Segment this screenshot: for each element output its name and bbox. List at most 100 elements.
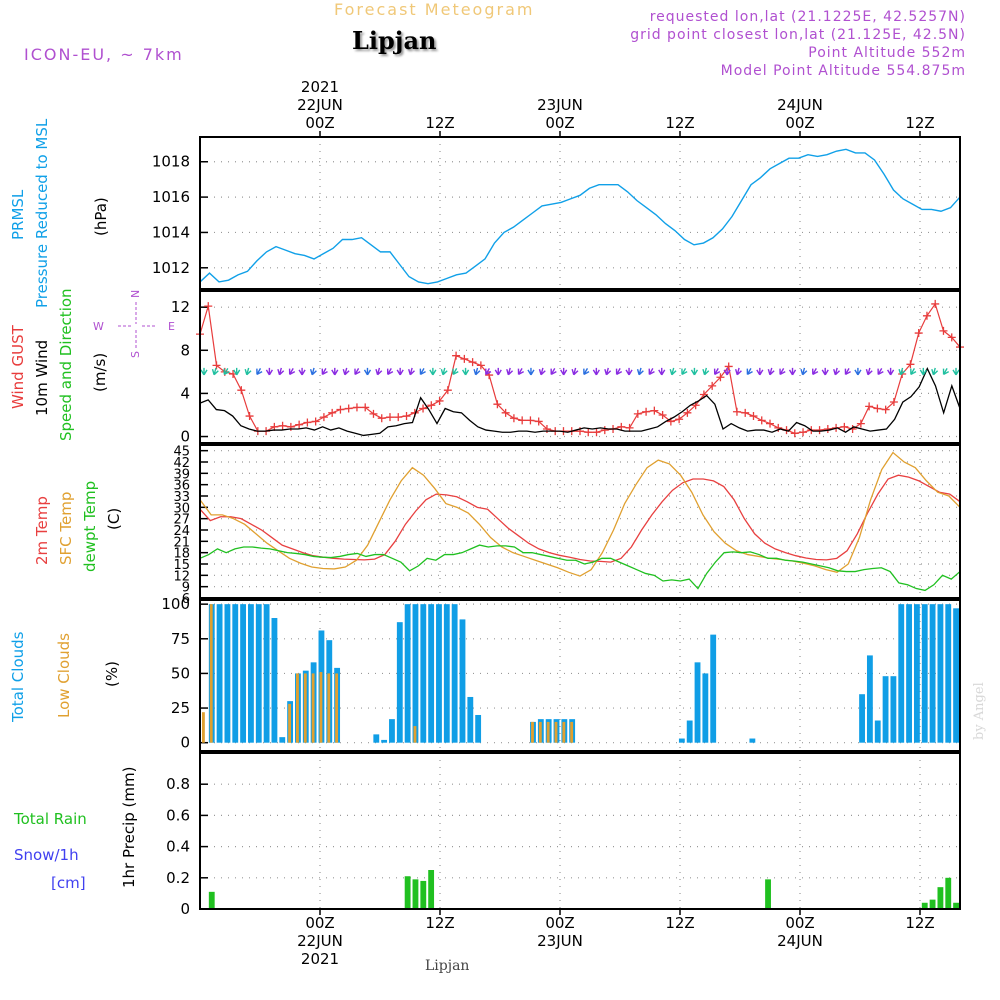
wind-gust-marker (592, 428, 601, 437)
temp-dewpt-line (199, 544, 961, 592)
precip-snow-label: Snow/1h (14, 846, 79, 864)
wind-gust-marker (799, 428, 808, 437)
bottom-time-label: 00Z (785, 914, 814, 932)
wind-gust-marker (336, 405, 345, 414)
wind-direction-arrow (354, 368, 361, 376)
wind-direction-arrow (375, 367, 383, 376)
top-time-label: 24JUN (777, 96, 823, 114)
total-cloud-bar (953, 608, 959, 743)
bottom-time-label: 22JUN (297, 932, 343, 950)
total-cloud-bar (404, 604, 411, 743)
wind-gust-marker (749, 412, 758, 421)
total-cloud-bar (686, 720, 693, 743)
wind-direction-arrow (256, 368, 263, 376)
precip-panel-frame (199, 752, 961, 910)
wind-direction-arrow (527, 367, 535, 376)
wind-gust-marker (815, 426, 824, 435)
total-cloud-bar (882, 676, 889, 743)
wind-gust-marker (501, 408, 510, 417)
wind-direction-arrow (898, 367, 906, 376)
wind-gust-marker (650, 406, 659, 415)
wind-direction-arrow (408, 367, 415, 376)
wind-direction-arrow (200, 367, 208, 376)
wind-gust-marker (352, 403, 361, 412)
bottom-time-label: 12Z (905, 914, 934, 932)
top-time-label: 22JUN (297, 96, 343, 114)
temp-sfc-line (199, 451, 961, 577)
wind-ytick-label: 4 (180, 384, 190, 402)
low-cloud-bar (202, 712, 205, 743)
wind-gust-marker (757, 416, 766, 425)
wind-gust-marker (914, 329, 923, 338)
wind-direction-arrow (723, 367, 731, 376)
wind-gust-marker (427, 401, 436, 410)
top-time-label: 12Z (905, 114, 934, 132)
wind-gust-marker (600, 426, 609, 435)
low-cloud-bar (327, 673, 331, 743)
compass-rose-lines (118, 302, 156, 350)
bottom-time-label: 24JUN (777, 932, 823, 950)
wind-direction-arrow (288, 368, 296, 376)
total-cloud-bar (898, 604, 905, 743)
wind-direction-arrow (571, 367, 579, 376)
temperature-ytick-label: 39 (173, 467, 190, 482)
low-cloud-bar (296, 673, 299, 743)
temperature-ytick-label: 42 (173, 456, 190, 471)
total-cloud-bar (451, 604, 458, 743)
rain-bar (945, 877, 952, 909)
total-cloud-bar (373, 734, 380, 743)
wind-direction-arrow (244, 367, 252, 376)
wind-direction-arrow (419, 368, 426, 376)
wind-gust-marker (939, 326, 948, 335)
wind-gust-marker (633, 409, 642, 418)
wind-gust-marker (452, 351, 461, 360)
wind-gust-marker (675, 415, 684, 424)
precip-ytick-label: 0 (180, 900, 190, 918)
temperature-ytick-label: 27 (173, 513, 190, 528)
total-cloud-bar (702, 673, 709, 743)
wind-gust-marker (856, 419, 865, 428)
wind-gust-marker (476, 361, 485, 370)
wind-direction-arrow (854, 367, 862, 376)
rain-bar (929, 899, 936, 909)
wind-direction-arrow (560, 367, 568, 376)
precip-rain-label: Total Rain (14, 810, 87, 828)
precip-snow-unit: [cm] (51, 874, 86, 892)
wind-gust-marker (369, 409, 378, 418)
wind-gust-marker (212, 361, 221, 370)
precip-ytick-label: 0.6 (166, 806, 190, 824)
total-cloud-bar (389, 719, 395, 743)
temperature-ytick-label: 12 (173, 569, 190, 584)
wind-gust-marker (865, 402, 874, 411)
total-cloud-bar (467, 696, 474, 743)
wind-direction-arrow (277, 367, 285, 376)
wind-direction-arrow (865, 367, 873, 376)
clouds-ytick-label: 25 (171, 699, 190, 717)
wind-direction-arrow (931, 367, 939, 376)
total-cloud-bar (874, 720, 881, 743)
footer-location: Lipjan (425, 958, 470, 974)
wind-gust-marker (245, 412, 254, 421)
wind-gust-marker (518, 416, 527, 425)
wind-direction-arrow (363, 367, 372, 376)
wind-speed-line (199, 367, 961, 437)
total-cloud-bar (890, 676, 897, 743)
total-cloud-bar (240, 604, 247, 743)
wind-ytick-label: 12 (171, 298, 190, 316)
wind-gust-marker (617, 422, 626, 431)
wind-gust-marker (402, 412, 411, 421)
wind-direction-arrow (506, 367, 514, 376)
wind-direction-arrow (942, 368, 950, 376)
total-cloud-bar (859, 694, 865, 743)
wind-ytick-label: 0 (180, 428, 190, 446)
wind-gust-marker (683, 408, 692, 417)
wind-gust-marker (460, 354, 469, 363)
wind-gust-marker (873, 404, 882, 413)
wind-direction-arrow (800, 367, 808, 376)
total-cloud-bar (412, 604, 419, 743)
temp-2m-line (199, 474, 961, 563)
wind-direction-arrow (844, 368, 851, 376)
temperature-ytick-label: 36 (173, 479, 190, 494)
total-cloud-bar (866, 655, 873, 743)
